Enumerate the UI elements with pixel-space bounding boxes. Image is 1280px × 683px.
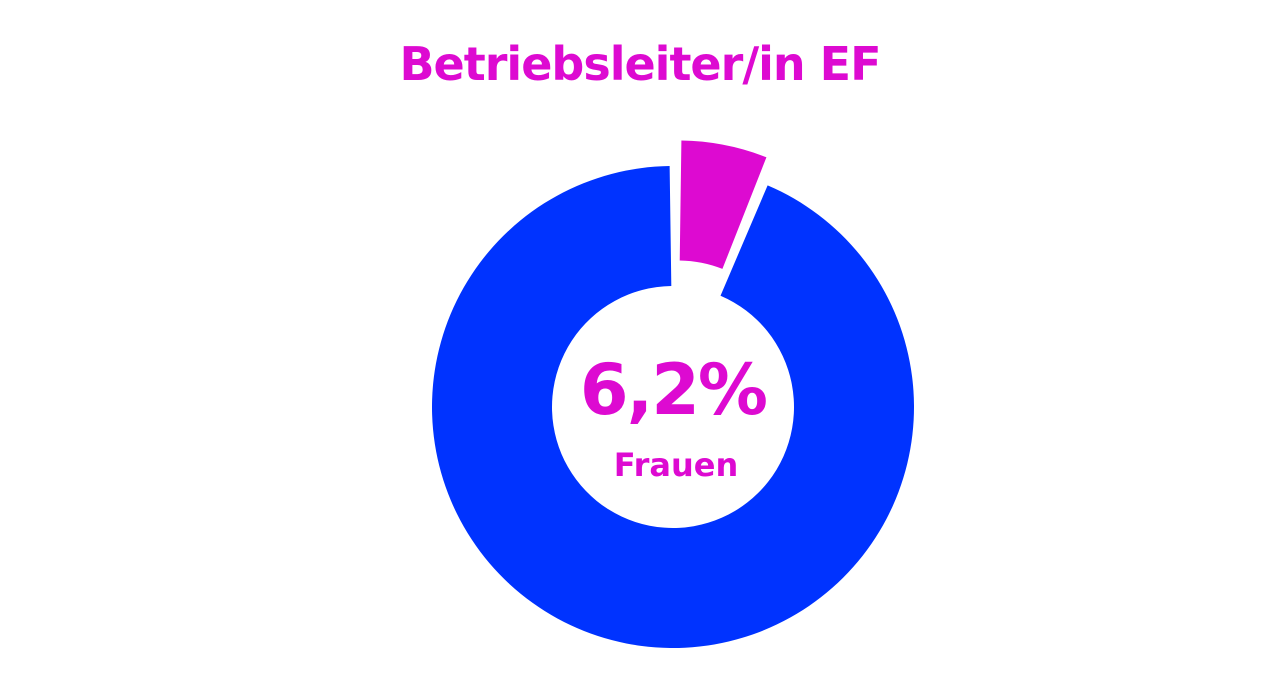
center-category-label: Frauen [614, 446, 738, 484]
chart-title: Betriebsleiter/in EF [399, 37, 882, 91]
donut-slice [432, 166, 915, 648]
center-value-label: 6,2% [580, 349, 766, 431]
donut-slice-highlight [679, 140, 767, 269]
slices-layer [432, 140, 915, 648]
